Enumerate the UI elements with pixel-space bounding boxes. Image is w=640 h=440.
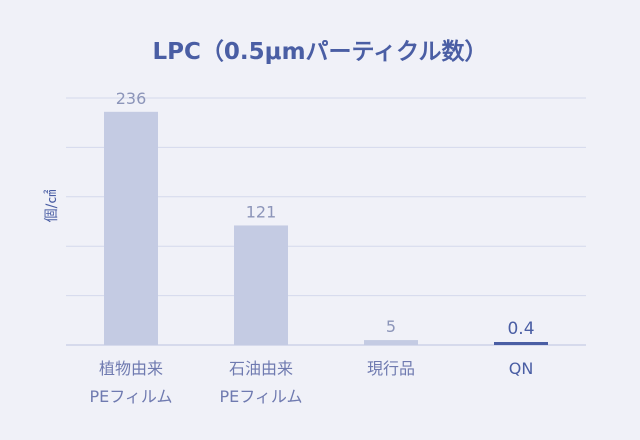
bar-3 xyxy=(494,342,548,345)
bar-0 xyxy=(104,111,158,345)
category-label-0-0: 植物由来 xyxy=(99,359,163,378)
data-label-2: 5 xyxy=(386,317,396,336)
data-label-3: 0.4 xyxy=(507,319,534,339)
category-label-1-1: PEフィルム xyxy=(219,387,302,406)
bar-2 xyxy=(364,340,418,345)
data-labels: 236 121 5 0.4 xyxy=(116,89,535,339)
category-label-1-0: 石油由来 xyxy=(229,359,293,378)
category-label-3-0: QN xyxy=(509,359,534,378)
data-label-1: 121 xyxy=(246,202,277,221)
data-label-0: 236 xyxy=(116,89,147,108)
chart-title: LPC（0.5μmパーティクル数） xyxy=(153,38,488,65)
bars xyxy=(104,111,548,345)
category-label-0-1: PEフィルム xyxy=(89,387,172,406)
category-label-2-0: 現行品 xyxy=(367,359,415,378)
y-axis-label: 個/㎠ xyxy=(44,190,60,223)
bar-1 xyxy=(234,225,288,345)
